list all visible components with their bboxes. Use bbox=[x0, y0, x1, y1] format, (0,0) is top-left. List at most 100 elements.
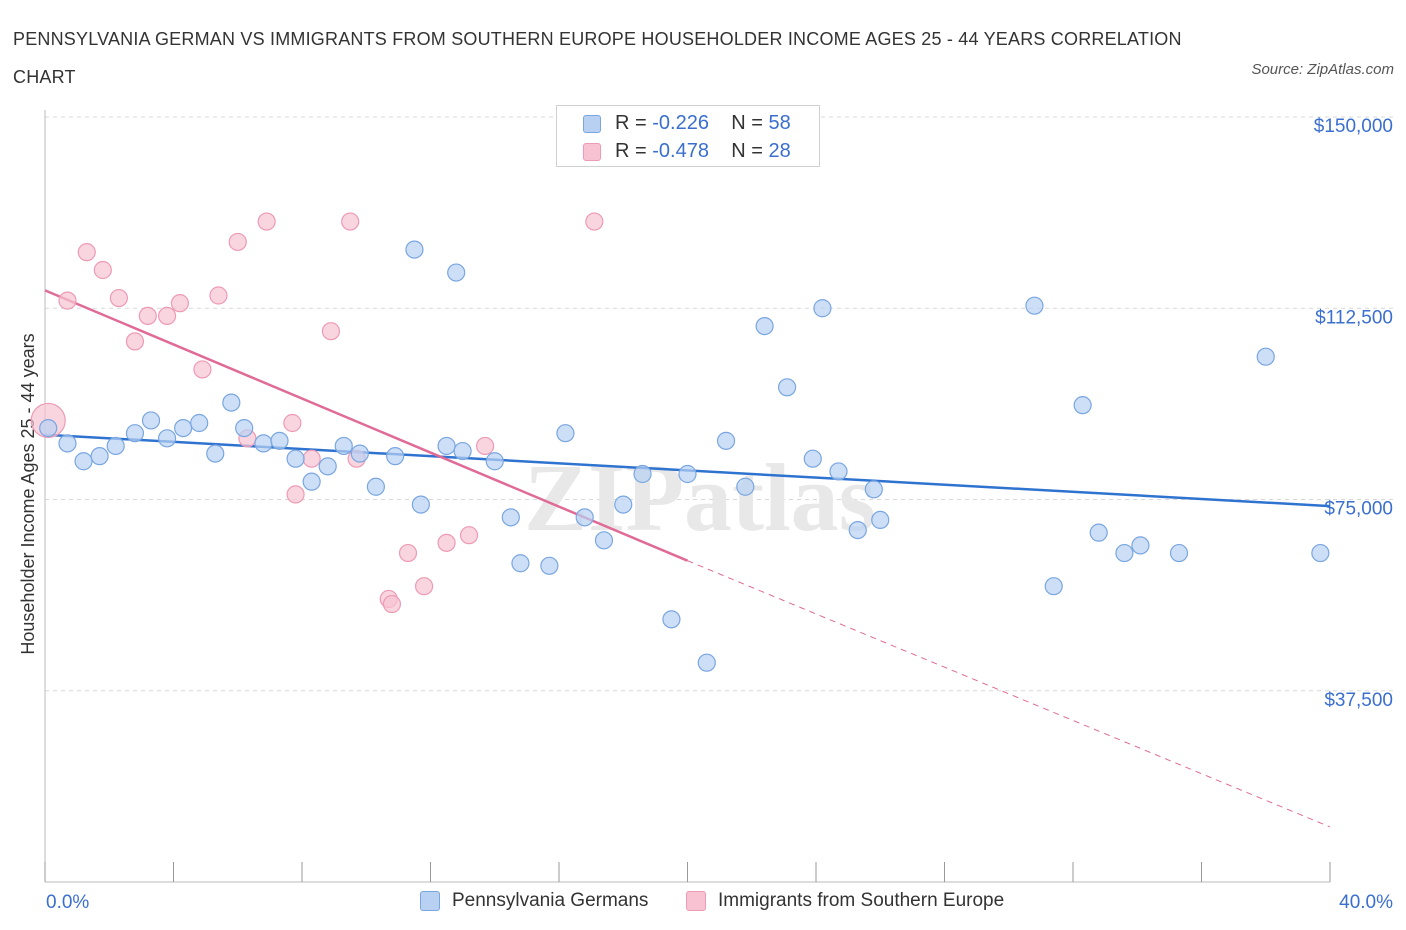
point-pennsylvania-germans bbox=[190, 413, 209, 433]
point-pennsylvania-germans bbox=[437, 436, 456, 456]
point-pennsylvania-germans bbox=[1044, 577, 1063, 596]
y-tick-label: $112,500 bbox=[1315, 307, 1393, 328]
point-pennsylvania-germans bbox=[302, 472, 321, 491]
point-southern-europe bbox=[209, 286, 228, 305]
point-southern-europe bbox=[459, 526, 479, 545]
point-southern-europe bbox=[476, 436, 495, 456]
data-points bbox=[30, 212, 1330, 672]
point-pennsylvania-germans bbox=[222, 393, 241, 412]
point-southern-europe bbox=[437, 533, 456, 552]
point-pennsylvania-germans bbox=[575, 508, 594, 527]
point-pennsylvania-germans bbox=[411, 495, 430, 514]
x-tick-labels: 0.0% 40.0% bbox=[46, 892, 1393, 913]
point-southern-europe bbox=[257, 212, 276, 231]
point-pennsylvania-germans bbox=[206, 444, 225, 463]
legend-text-blue: R = -0.226 N = 58 bbox=[615, 112, 791, 135]
legend-swatch-pink bbox=[583, 143, 601, 161]
point-pennsylvania-germans bbox=[125, 424, 145, 443]
point-southern-europe bbox=[170, 294, 190, 313]
point-pennsylvania-germans bbox=[848, 520, 867, 540]
y-tick-label: $75,000 bbox=[1324, 499, 1393, 520]
r-label: R = bbox=[615, 140, 653, 162]
point-pennsylvania-germans bbox=[174, 419, 193, 438]
y-tick-label: $150,000 bbox=[1314, 116, 1393, 137]
point-pennsylvania-germans bbox=[1256, 347, 1275, 366]
point-pennsylvania-germans bbox=[453, 441, 472, 461]
point-pennsylvania-germans bbox=[485, 452, 504, 471]
point-southern-europe bbox=[77, 243, 96, 262]
point-southern-europe bbox=[109, 288, 128, 308]
point-pennsylvania-germans bbox=[157, 429, 177, 448]
point-pennsylvania-germans bbox=[803, 449, 822, 468]
source-label: Source: ZipAtlas.com bbox=[1251, 61, 1394, 78]
point-pennsylvania-germans bbox=[1311, 543, 1330, 563]
point-southern-europe bbox=[321, 322, 341, 341]
point-southern-europe bbox=[302, 449, 321, 468]
point-pennsylvania-germans bbox=[736, 477, 755, 496]
point-southern-europe bbox=[228, 232, 247, 252]
point-pennsylvania-germans bbox=[501, 508, 520, 527]
grid-lines bbox=[45, 116, 1395, 692]
y-tick-labels: $37,500 $75,000 $112,500 $150,000 bbox=[1314, 116, 1393, 711]
watermark: ZIPatlas bbox=[524, 444, 876, 551]
x-tick-label-min: 0.0% bbox=[46, 892, 89, 913]
r-value: -0.226 bbox=[652, 112, 709, 134]
point-southern-europe bbox=[286, 485, 305, 504]
series-label-pink: Immigrants from Southern Europe bbox=[718, 890, 1005, 911]
legend-text-pink: R = -0.478 N = 28 bbox=[615, 140, 791, 163]
r-label: R = bbox=[615, 112, 653, 134]
series-legend: Pennsylvania Germans Immigrants from Sou… bbox=[0, 889, 1406, 915]
point-pennsylvania-germans bbox=[270, 431, 289, 450]
legend-swatch-blue bbox=[583, 115, 601, 133]
x-tick-label-max: 40.0% bbox=[1339, 892, 1393, 913]
point-pennsylvania-germans bbox=[39, 419, 58, 438]
series-swatch-blue bbox=[420, 891, 440, 911]
point-pennsylvania-germans bbox=[366, 477, 385, 496]
point-pennsylvania-germans bbox=[334, 436, 353, 456]
series-label-blue: Pennsylvania Germans bbox=[452, 890, 649, 911]
point-pennsylvania-germans bbox=[1169, 543, 1189, 563]
trend-line-southern-europe-extension bbox=[687, 560, 1331, 828]
point-southern-europe bbox=[585, 212, 604, 231]
axes bbox=[44, 110, 1331, 883]
trend-lines bbox=[44, 289, 1331, 828]
point-pennsylvania-germans bbox=[511, 554, 530, 573]
point-pennsylvania-germans bbox=[286, 449, 305, 468]
point-southern-europe bbox=[125, 332, 145, 351]
point-pennsylvania-germans bbox=[90, 447, 109, 466]
n-label: N = bbox=[731, 140, 769, 162]
correlation-legend: R = -0.226 N = 58 R = -0.478 N = 28 bbox=[556, 105, 820, 167]
point-pennsylvania-germans bbox=[106, 436, 125, 456]
point-southern-europe bbox=[58, 291, 77, 310]
point-pennsylvania-germans bbox=[813, 299, 832, 318]
point-pennsylvania-germans bbox=[1073, 396, 1092, 415]
point-pennsylvania-germans bbox=[777, 378, 797, 397]
point-pennsylvania-germans bbox=[58, 434, 77, 453]
point-southern-europe bbox=[341, 212, 360, 231]
point-pennsylvania-germans bbox=[1131, 536, 1150, 555]
point-pennsylvania-germans bbox=[716, 431, 736, 450]
n-label: N = bbox=[731, 112, 769, 134]
point-pennsylvania-germans bbox=[871, 510, 890, 530]
point-pennsylvania-germans bbox=[318, 457, 337, 476]
point-pennsylvania-germans bbox=[1089, 523, 1108, 542]
point-pennsylvania-germans bbox=[594, 531, 614, 550]
point-pennsylvania-germans bbox=[74, 452, 93, 471]
point-pennsylvania-germans bbox=[447, 263, 466, 282]
point-pennsylvania-germans bbox=[614, 495, 633, 514]
point-pennsylvania-germans bbox=[678, 464, 697, 484]
point-southern-europe bbox=[398, 543, 418, 563]
point-pennsylvania-germans bbox=[556, 424, 575, 443]
point-southern-europe bbox=[283, 413, 302, 433]
point-pennsylvania-germans bbox=[1025, 296, 1044, 315]
point-southern-europe bbox=[93, 260, 112, 280]
point-pennsylvania-germans bbox=[350, 444, 369, 463]
point-pennsylvania-germans bbox=[141, 411, 161, 430]
point-pennsylvania-germans bbox=[829, 462, 848, 481]
point-pennsylvania-germans bbox=[386, 447, 405, 466]
y-tick-label: $37,500 bbox=[1324, 690, 1393, 711]
point-southern-europe bbox=[157, 306, 177, 325]
point-pennsylvania-germans bbox=[662, 610, 681, 629]
point-southern-europe bbox=[138, 306, 157, 325]
